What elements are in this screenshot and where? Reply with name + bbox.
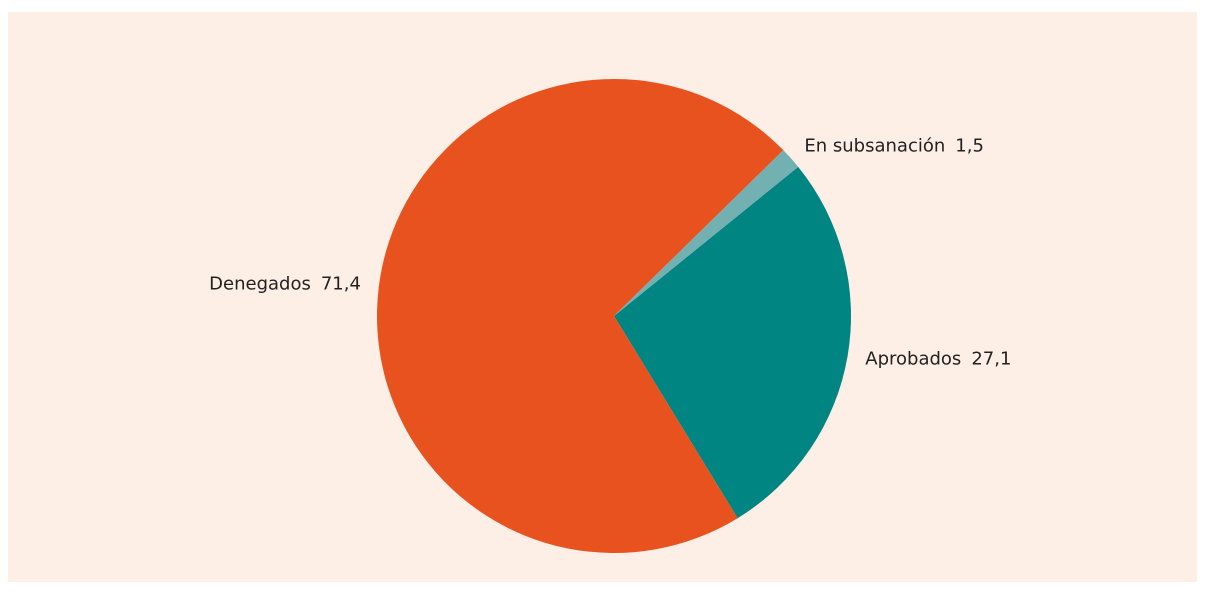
pie-slice [614, 150, 799, 316]
slice-label: En subsanación 1,5 [804, 135, 984, 156]
slice-name: En subsanación [804, 135, 945, 156]
pie-slice [614, 166, 851, 519]
slice-value: 1,5 [955, 135, 984, 156]
slice-value: 71,4 [321, 274, 361, 295]
slice-name: Aprobados [865, 348, 961, 369]
pie-slice [376, 78, 784, 553]
slice-label: Aprobados 27,1 [865, 348, 1011, 369]
slice-name: Denegados [209, 274, 311, 295]
slice-value: 27,1 [971, 348, 1011, 369]
slice-label: Denegados 71,4 [209, 274, 361, 295]
